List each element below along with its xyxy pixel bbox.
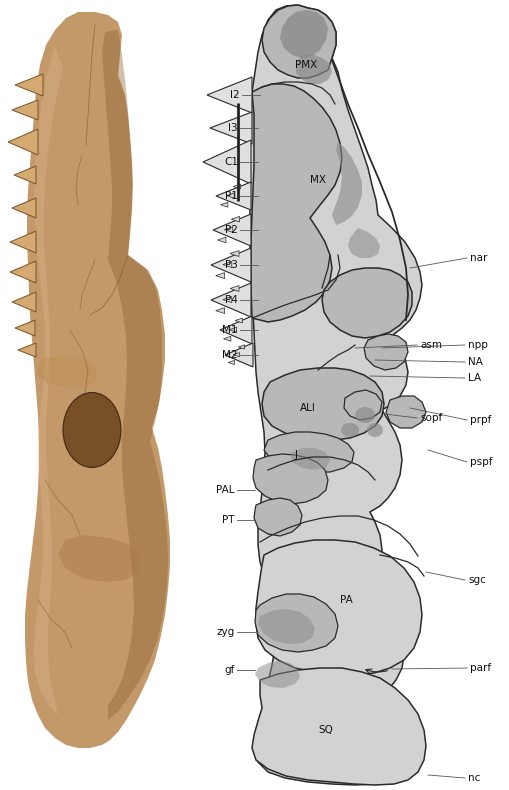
Polygon shape	[25, 12, 169, 748]
Polygon shape	[231, 216, 239, 222]
Polygon shape	[213, 214, 250, 246]
Text: NA: NA	[467, 357, 482, 367]
Polygon shape	[215, 273, 224, 279]
Polygon shape	[249, 5, 421, 785]
Polygon shape	[227, 194, 234, 198]
Polygon shape	[14, 166, 36, 184]
Polygon shape	[250, 84, 342, 322]
Polygon shape	[224, 227, 232, 232]
Text: nar: nar	[469, 253, 487, 263]
Polygon shape	[256, 540, 421, 675]
Polygon shape	[262, 5, 335, 78]
Text: P2: P2	[224, 225, 238, 235]
Polygon shape	[258, 609, 315, 644]
Polygon shape	[228, 360, 234, 365]
Polygon shape	[290, 448, 329, 470]
Polygon shape	[230, 250, 239, 257]
Polygon shape	[279, 10, 327, 58]
Text: P1: P1	[224, 191, 238, 201]
Ellipse shape	[354, 407, 374, 423]
Polygon shape	[10, 261, 36, 283]
Text: I3: I3	[228, 123, 238, 133]
Polygon shape	[18, 343, 36, 357]
Polygon shape	[10, 231, 36, 253]
Polygon shape	[385, 396, 425, 428]
Text: zyg: zyg	[216, 627, 235, 637]
Polygon shape	[34, 45, 63, 715]
Text: sgc: sgc	[467, 575, 485, 585]
Polygon shape	[222, 261, 232, 268]
Text: SQ: SQ	[318, 725, 332, 735]
Polygon shape	[220, 202, 228, 207]
Polygon shape	[238, 344, 244, 349]
Text: I2: I2	[230, 90, 240, 100]
Polygon shape	[217, 237, 225, 243]
Text: parf: parf	[469, 663, 490, 673]
Text: nc: nc	[467, 773, 479, 783]
Polygon shape	[207, 77, 251, 113]
Polygon shape	[8, 129, 38, 155]
Polygon shape	[102, 30, 167, 720]
Polygon shape	[12, 100, 38, 120]
Text: PAL: PAL	[216, 485, 235, 495]
Polygon shape	[224, 343, 252, 367]
Polygon shape	[216, 182, 250, 210]
Polygon shape	[363, 334, 407, 370]
Polygon shape	[295, 54, 331, 84]
Text: P3: P3	[224, 260, 238, 270]
Text: pspf: pspf	[469, 457, 492, 467]
Text: asm: asm	[419, 340, 441, 350]
Polygon shape	[211, 248, 250, 282]
Polygon shape	[347, 228, 379, 258]
Text: PA: PA	[340, 595, 352, 605]
Text: M1: M1	[222, 325, 238, 335]
Polygon shape	[229, 327, 236, 332]
Ellipse shape	[341, 423, 358, 437]
Polygon shape	[12, 198, 36, 218]
Text: MX: MX	[309, 175, 325, 185]
Text: M2: M2	[222, 350, 238, 360]
Polygon shape	[251, 668, 425, 785]
Polygon shape	[254, 594, 337, 652]
Text: PMX: PMX	[294, 60, 317, 70]
Polygon shape	[235, 318, 242, 323]
Ellipse shape	[366, 423, 382, 437]
Polygon shape	[203, 140, 250, 184]
Polygon shape	[321, 268, 411, 338]
Ellipse shape	[63, 393, 121, 468]
Text: prpf: prpf	[469, 415, 490, 425]
Polygon shape	[58, 535, 140, 582]
Text: PT: PT	[222, 515, 235, 525]
Polygon shape	[223, 337, 231, 341]
Text: ALI: ALI	[299, 403, 315, 413]
Text: J: J	[294, 450, 297, 460]
Polygon shape	[252, 454, 327, 504]
Polygon shape	[36, 355, 98, 388]
Polygon shape	[254, 661, 299, 688]
Text: gf: gf	[224, 665, 235, 675]
Polygon shape	[222, 296, 232, 303]
Polygon shape	[210, 112, 251, 144]
Text: LA: LA	[467, 373, 480, 383]
Text: npp: npp	[467, 340, 487, 350]
Polygon shape	[233, 352, 239, 357]
Polygon shape	[15, 320, 35, 336]
Polygon shape	[219, 316, 251, 344]
Polygon shape	[12, 292, 36, 312]
Text: P4: P4	[224, 295, 238, 305]
Polygon shape	[230, 285, 239, 292]
Text: sopf: sopf	[419, 413, 441, 423]
Polygon shape	[15, 74, 43, 96]
Text: C1: C1	[223, 157, 238, 167]
Polygon shape	[264, 432, 353, 472]
Polygon shape	[233, 184, 240, 189]
Polygon shape	[253, 498, 301, 536]
Polygon shape	[262, 368, 383, 440]
Polygon shape	[344, 390, 381, 420]
Polygon shape	[331, 142, 361, 225]
Polygon shape	[215, 307, 224, 314]
Polygon shape	[211, 283, 250, 317]
